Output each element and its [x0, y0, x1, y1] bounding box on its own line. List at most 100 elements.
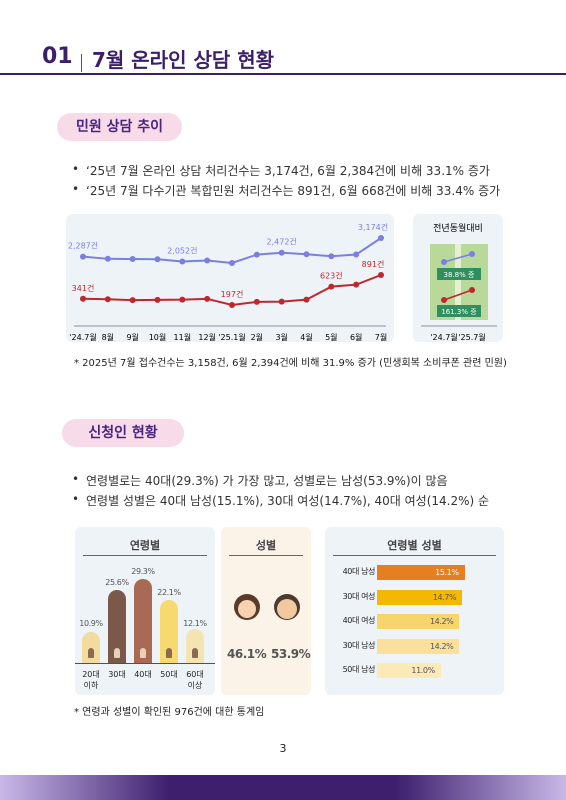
- x-tick-label: 6월: [350, 332, 362, 342]
- x-tick-label: 10월: [149, 332, 167, 342]
- page-number: 3: [279, 742, 287, 755]
- point: [278, 249, 285, 256]
- person-icon: [114, 648, 120, 658]
- x-tick-label: 8월: [102, 332, 114, 342]
- point: [229, 302, 235, 308]
- bar: [377, 638, 460, 654]
- bullet: ‘25년 7월 온라인 상담 처리건수는 3,174건, 6월 2,384건에 …: [72, 162, 490, 179]
- rule: [333, 555, 496, 556]
- x-tick-label: 4월: [300, 332, 312, 342]
- female-value: 46.1%: [227, 647, 267, 661]
- change-label: 38.8% 증: [444, 271, 475, 279]
- data-label: 14.7%: [432, 592, 457, 602]
- x-tick-label: 40대: [134, 670, 152, 679]
- bar: [108, 590, 126, 663]
- data-label: 22.1%: [157, 588, 181, 597]
- line-panel: '24.7월 8월 9월 10월 11월 12월 '25.1월 2월 3월 4월 5월 6월 7월 2,2…: [66, 214, 394, 342]
- label-box: [437, 268, 481, 280]
- baseline: [75, 663, 215, 664]
- bar: [377, 614, 460, 629]
- data-label: 29.3%: [131, 567, 155, 577]
- bar: [134, 579, 152, 663]
- yoy-point: [469, 251, 475, 257]
- point: [179, 296, 186, 303]
- x-tick-label: 60대 이상: [186, 670, 204, 690]
- data-label: 2,052건: [167, 245, 197, 255]
- data-label: 15.1%: [435, 568, 459, 577]
- point: [378, 272, 384, 278]
- yoy-line: [443, 289, 473, 301]
- section-heading: 민원 상담 추이: [57, 113, 182, 141]
- point: [303, 251, 310, 258]
- point: [80, 295, 86, 302]
- bar: [82, 631, 100, 663]
- gender-panel: 성별 46.1% 53.9%: [221, 527, 311, 695]
- x-tick-label: 5월: [325, 332, 337, 342]
- page-title: 7월 온라인 상담 현황: [92, 48, 275, 72]
- data-label: 12.1%: [183, 619, 207, 628]
- data-label: 623건: [320, 271, 343, 281]
- point: [278, 298, 285, 305]
- data-label: 14.2%: [429, 617, 454, 626]
- bullet: 연령별 성별은 40대 남성(15.1%), 30대 여성(14.7%), 40…: [72, 492, 489, 509]
- section-heading: 신청인 현황: [62, 419, 184, 447]
- note: * 2025년 7월 접수건수는 3,158건, 6월 2,394건에 비해 3…: [74, 358, 507, 369]
- person-icon: [166, 648, 172, 658]
- section-number: 01: [42, 44, 73, 69]
- point: [204, 257, 211, 264]
- data-label: 25.6%: [105, 578, 129, 588]
- combo-panel: 연령별 성별 40대 남성 15.1% 30대 여성 14.7% 40대 여성 14.2%…: [325, 527, 504, 695]
- x-tick-label: 7월: [375, 332, 387, 342]
- x-tick-label: 12월: [198, 332, 216, 342]
- point: [328, 283, 335, 290]
- point: [204, 295, 211, 302]
- yoy-point: [441, 259, 447, 265]
- yoy-line: [443, 253, 473, 263]
- bar: [160, 600, 178, 663]
- bar: [377, 565, 465, 580]
- bullet: 연령별로는 40대(29.3%) 가 가장 많고, 성별로는 남성(53.9%)…: [72, 472, 448, 489]
- bar: [186, 628, 204, 663]
- data-label: 10.9%: [79, 619, 103, 628]
- note: * 연령과 성별이 확인된 976건에 대한 통계임: [74, 707, 265, 718]
- yoy-point: [469, 287, 475, 293]
- yoy-chart: 전년동월대비 '24.7월 '25.7월 38.8% 증 161.3% 증: [421, 222, 497, 342]
- y-tick-label: 50대 남성: [342, 665, 376, 674]
- gender-icons: [234, 594, 300, 620]
- data-label: 891건: [362, 259, 385, 269]
- yoy-panel: 전년동월대비 '24.7월 '25.7월 38.8% 증 161.3% 증: [413, 214, 503, 342]
- data-label: 14.2%: [429, 641, 454, 651]
- data-label: 3,174건: [358, 222, 388, 232]
- bar: [377, 589, 463, 605]
- data-label: 2,287건: [68, 241, 98, 251]
- point: [253, 298, 260, 305]
- point: [353, 281, 360, 288]
- rule: [83, 555, 207, 556]
- panel-title: 연령별 성별: [387, 539, 442, 552]
- point: [129, 297, 136, 304]
- label-box: [437, 305, 481, 317]
- footer-bar: [0, 775, 566, 800]
- x-tick-label: '24.7월: [69, 332, 96, 342]
- point: [80, 253, 86, 260]
- point: [253, 251, 260, 258]
- point: [353, 251, 360, 258]
- point: [154, 256, 161, 263]
- x-tick-label: 3월: [275, 332, 287, 342]
- bar: [377, 663, 441, 678]
- point: [179, 258, 186, 265]
- x-tick-label: 20대 이하: [82, 670, 100, 690]
- data-label: 2,472건: [267, 237, 297, 247]
- age-panel: 연령별 10.9% 20대 이하 25.6% 30대 29.3% 40대 22.1% 50대 1…: [75, 527, 215, 695]
- y-tick-label: 40대 여성: [342, 616, 376, 625]
- data-label: 11.0%: [411, 666, 435, 675]
- data-label: 341건: [72, 283, 95, 293]
- rule: [229, 555, 303, 556]
- x-tick-label: '25.1월: [218, 332, 245, 342]
- y-tick-label: 30대 여성: [342, 591, 376, 601]
- data-label: 197건: [221, 289, 244, 299]
- panel-title: 성별: [255, 539, 277, 552]
- person-icon: [192, 648, 198, 658]
- point: [104, 255, 111, 262]
